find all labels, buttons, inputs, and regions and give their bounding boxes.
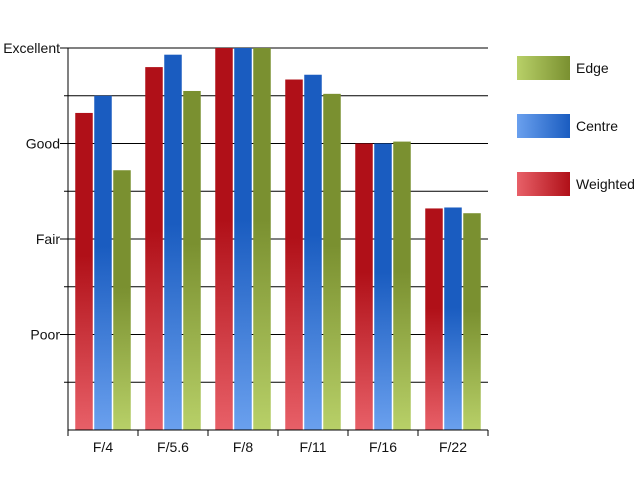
bar-weighted-f4 <box>75 112 93 430</box>
bar-centre-f56 <box>164 54 182 431</box>
grid-lines <box>68 47 488 383</box>
y-tick-labels: Poor Fair Good Excellent <box>3 40 60 343</box>
bar-weighted-f11 <box>285 79 303 430</box>
legend-label: Weighted <box>576 176 635 192</box>
legend-item-edge: Edge <box>517 56 609 80</box>
y-tick-label: Excellent <box>3 40 60 56</box>
bar-edge-f8 <box>253 48 271 430</box>
bar-centre-f4 <box>94 95 112 430</box>
bar-weighted-f16 <box>355 143 373 430</box>
legend-swatch <box>517 172 570 196</box>
legend-item-weighted: Weighted <box>517 172 635 196</box>
y-tick-label: Good <box>26 136 60 152</box>
legend: Edge Centre Weighted <box>517 56 635 196</box>
x-tick-label: F/11 <box>300 439 327 455</box>
bar-weighted-f56 <box>145 67 163 430</box>
x-tick-label: F/16 <box>369 439 397 455</box>
bars <box>75 48 481 431</box>
legend-item-centre: Centre <box>517 114 618 138</box>
bar-edge-f11 <box>323 93 341 430</box>
bar-edge-f22 <box>463 213 481 430</box>
legend-label: Edge <box>576 60 609 76</box>
x-tick-label: F/5.6 <box>157 439 189 455</box>
bar-centre-f11 <box>304 74 322 431</box>
x-tick-labels: F/4 F/5.6 F/8 F/11 F/16 F/22 <box>93 439 467 455</box>
axes <box>60 47 489 436</box>
x-tick-label: F/22 <box>439 439 467 455</box>
bar-weighted-f22 <box>425 208 443 430</box>
legend-label: Centre <box>576 118 618 134</box>
bar-centre-f22 <box>444 207 462 430</box>
x-tick-label: F/8 <box>233 439 253 455</box>
y-tick-label: Fair <box>36 231 60 247</box>
legend-swatch <box>517 56 570 80</box>
bar-edge-f4 <box>113 170 131 431</box>
x-tick-label: F/4 <box>93 439 113 455</box>
bar-edge-f56 <box>183 90 201 430</box>
bar-weighted-f8 <box>215 48 233 430</box>
legend-swatch <box>517 114 570 138</box>
bar-centre-f16 <box>374 143 392 430</box>
bar-centre-f8 <box>234 48 252 430</box>
bar-edge-f16 <box>393 141 411 430</box>
y-tick-label: Poor <box>30 327 60 343</box>
